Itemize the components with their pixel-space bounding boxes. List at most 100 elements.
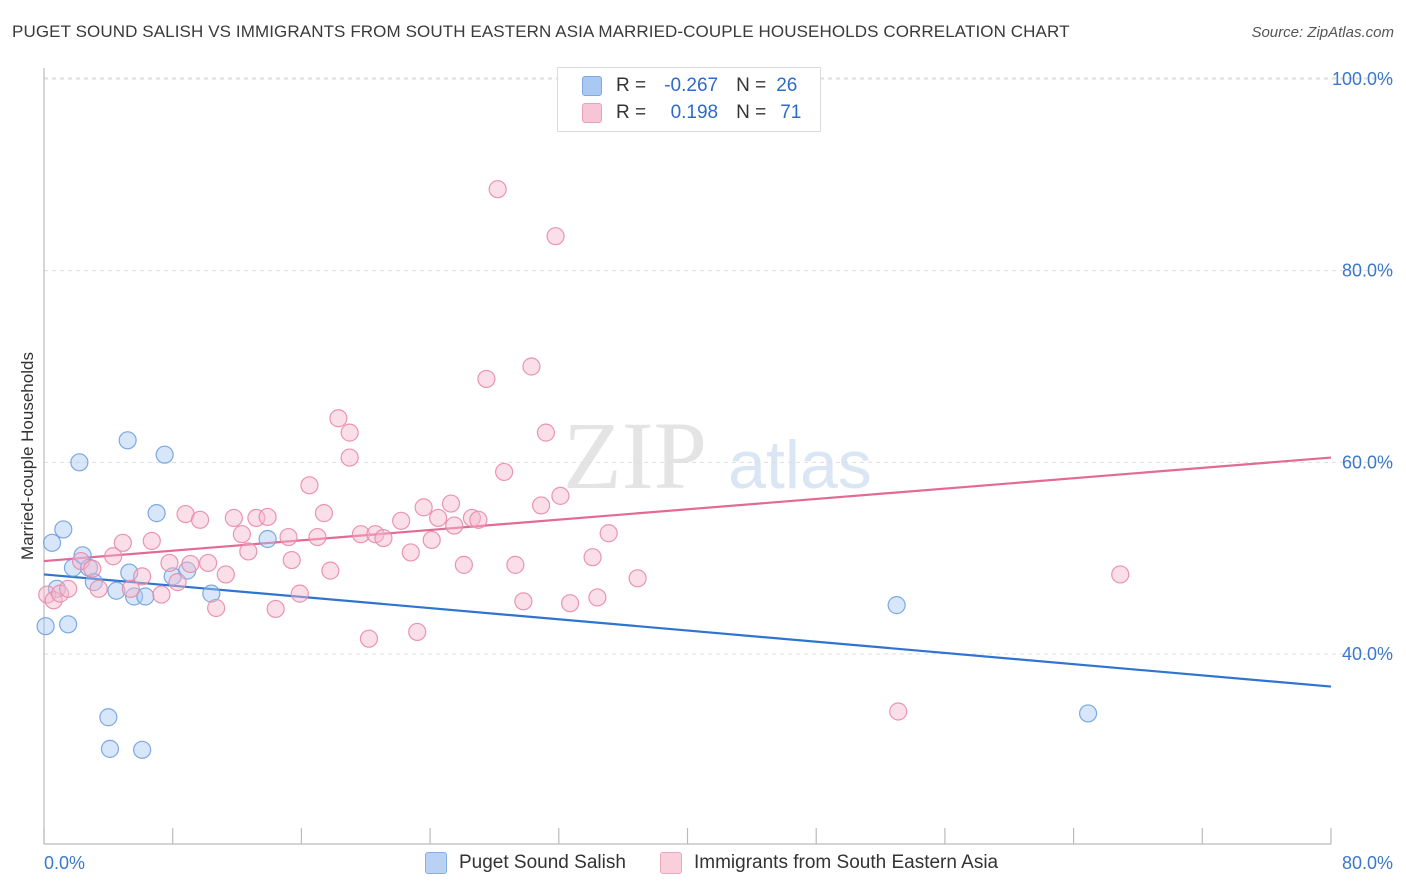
- data-point-immigrants: [514, 592, 533, 611]
- data-point-immigrants: [300, 476, 319, 495]
- data-point-immigrants: [445, 516, 464, 535]
- data-point-immigrants: [160, 553, 179, 573]
- data-point-immigrants: [308, 527, 327, 547]
- data-point-immigrants: [266, 599, 285, 619]
- series-legend-salish: Puget Sound Salish: [425, 852, 626, 874]
- data-point-immigrants: [532, 496, 551, 515]
- data-point-immigrants: [401, 543, 420, 562]
- data-point-salish: [887, 596, 906, 615]
- data-point-immigrants: [1111, 565, 1130, 584]
- legend-r-label: R =: [616, 102, 647, 123]
- data-point-immigrants: [329, 409, 348, 428]
- data-point-immigrants: [133, 567, 152, 586]
- data-point-immigrants: [282, 550, 301, 570]
- data-point-salish: [1078, 704, 1098, 723]
- data-point-immigrants: [216, 565, 235, 584]
- legend-n-label: N =: [736, 75, 767, 96]
- data-point-salish: [42, 533, 62, 552]
- data-point-salish: [155, 445, 174, 464]
- chart-title: PUGET SOUND SALISH VS IMMIGRANTS FROM SO…: [12, 22, 1070, 41]
- data-point-salish: [54, 520, 73, 539]
- data-point-immigrants: [232, 525, 251, 544]
- data-point-immigrants: [104, 547, 123, 566]
- legend-row-immigrants: R = 0.198 N = 71: [582, 100, 801, 126]
- data-point-immigrants: [168, 573, 187, 592]
- data-point-immigrants: [279, 527, 298, 547]
- data-point-salish: [70, 453, 89, 472]
- data-point-immigrants: [628, 569, 647, 588]
- data-point-immigrants: [121, 579, 140, 598]
- data-point-immigrants: [340, 423, 359, 442]
- data-point-immigrants: [560, 594, 580, 613]
- stats-legend: R = -0.267 N = 26 R = 0.198 N = 71: [557, 67, 821, 132]
- series-label-salish: Puget Sound Salish: [459, 852, 626, 873]
- source-credit: Source: ZipAtlas.com: [1251, 24, 1394, 41]
- data-point-salish: [258, 529, 277, 549]
- data-point-salish: [107, 581, 126, 600]
- y-tick-label: 100.0%: [1332, 69, 1393, 89]
- data-point-immigrants: [551, 486, 570, 505]
- data-point-immigrants: [522, 357, 541, 376]
- legend-n-value: 71: [780, 102, 802, 123]
- data-points: [36, 180, 1130, 759]
- data-point-salish: [202, 584, 221, 603]
- data-point-immigrants: [190, 510, 210, 529]
- watermark: ZIP atlas: [563, 402, 872, 509]
- legend-swatch-salish: [582, 76, 602, 96]
- tick-labels: 40.0% 60.0% 80.0% 100.0% 0.0% 80.0%: [44, 69, 1393, 873]
- data-point-immigrants: [588, 588, 607, 607]
- data-point-salish: [133, 740, 152, 759]
- data-point-immigrants: [374, 528, 393, 548]
- data-point-immigrants: [469, 510, 488, 529]
- data-point-immigrants: [441, 494, 461, 513]
- legend-row-salish: R = -0.267 N = 26: [582, 73, 797, 99]
- data-point-immigrants: [422, 530, 441, 550]
- data-point-immigrants: [392, 511, 411, 530]
- legend-r-label: R =: [616, 75, 647, 96]
- data-point-immigrants: [583, 548, 602, 567]
- series-swatch-salish: [425, 852, 447, 874]
- data-point-immigrants: [359, 629, 379, 648]
- data-point-immigrants: [59, 579, 78, 598]
- x-tick-label-max: 80.0%: [1342, 853, 1393, 873]
- data-point-immigrants: [495, 462, 514, 482]
- trend-line-immigrants: [43, 456, 1332, 563]
- data-point-immigrants: [408, 622, 427, 642]
- data-point-immigrants: [477, 369, 496, 389]
- y-tick-label: 60.0%: [1342, 452, 1393, 472]
- data-point-salish: [100, 739, 120, 758]
- series-label-immigrants: Immigrants from South Eastern Asia: [694, 852, 999, 873]
- data-point-immigrants: [506, 555, 525, 574]
- data-point-salish: [118, 431, 137, 450]
- legend-n-label: N =: [736, 102, 767, 123]
- data-point-salish: [36, 617, 55, 636]
- legend-r-value: -0.267: [664, 75, 719, 96]
- grid-lines: [44, 77, 1395, 655]
- data-point-immigrants: [258, 507, 277, 527]
- data-point-salish: [59, 615, 78, 634]
- data-point-immigrants: [340, 448, 359, 467]
- data-point-immigrants: [152, 585, 171, 604]
- data-point-immigrants: [351, 525, 371, 544]
- data-point-immigrants: [89, 579, 108, 598]
- data-point-immigrants: [198, 553, 218, 573]
- data-point-immigrants: [239, 542, 258, 561]
- data-point-immigrants: [113, 533, 132, 552]
- data-point-immigrants: [546, 227, 565, 246]
- data-point-immigrants: [142, 531, 161, 551]
- y-tick-label: 80.0%: [1342, 261, 1393, 281]
- data-point-immigrants: [889, 702, 908, 721]
- data-point-immigrants: [321, 561, 340, 580]
- legend-swatch-immigrants: [582, 103, 602, 123]
- data-point-immigrants: [207, 598, 226, 618]
- data-point-salish: [99, 708, 118, 727]
- data-point-immigrants: [414, 498, 433, 517]
- data-point-immigrants: [454, 555, 473, 574]
- series-legend-immigrants: Immigrants from South Eastern Asia: [660, 852, 998, 874]
- data-point-immigrants: [314, 504, 334, 523]
- data-point-immigrants: [44, 591, 63, 610]
- trend-line-salish: [43, 573, 1332, 688]
- legend-n-value: 26: [776, 75, 798, 96]
- trend-lines: [43, 456, 1332, 688]
- series-swatch-immigrants: [660, 852, 682, 874]
